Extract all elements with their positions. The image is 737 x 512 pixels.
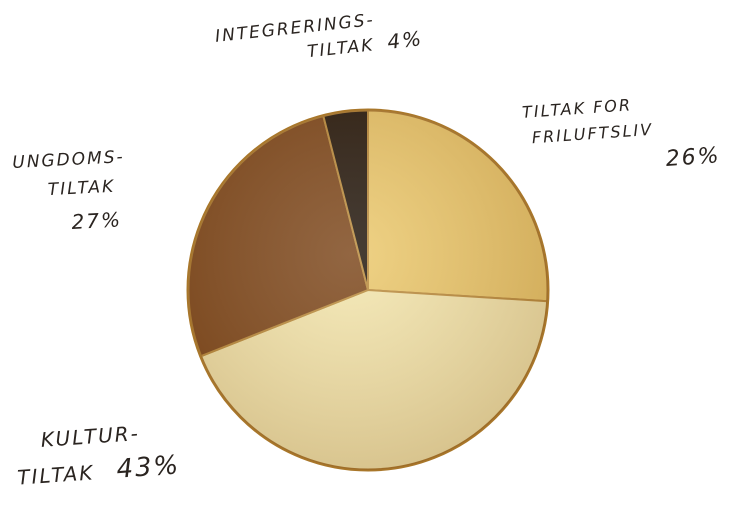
label-ungdom-value: 27% (70, 207, 123, 234)
label-integrering-value: 4% (386, 26, 425, 54)
label-friluft-line2: FRILUFTSLIV (531, 119, 654, 148)
label-ungdom: UNGDOMS- TILTAK 27% (11, 147, 128, 235)
label-kultur-value: 43% (115, 450, 182, 485)
label-kultur: KULTUR- TILTAK 43% (14, 420, 182, 490)
pie-shading (188, 110, 548, 470)
label-ungdom-line1: UNGDOMS- (11, 147, 126, 173)
label-friluft-value: 26% (664, 143, 722, 172)
label-ungdom-line2: TILTAK (47, 176, 116, 201)
label-friluft: TILTAK FOR FRILUFTSLIV 26% (521, 91, 722, 180)
